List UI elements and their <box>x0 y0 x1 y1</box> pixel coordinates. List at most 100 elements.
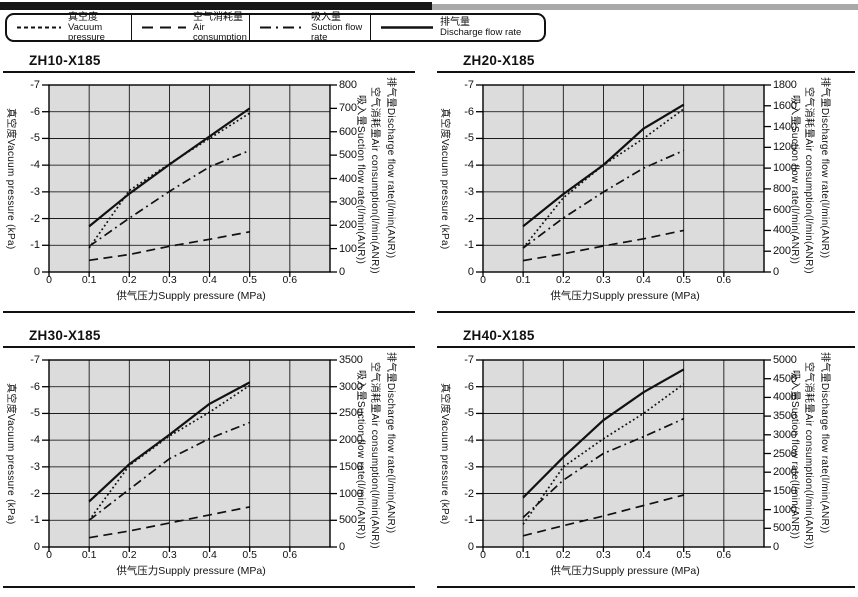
tick-label: 0.4 <box>202 274 217 286</box>
right-axis-label-text: 吸入量Suction flow rate(l/min(ANR)) <box>789 370 800 540</box>
tick-label: 500 <box>339 149 357 162</box>
vacuum-pressure-curve <box>88 384 251 521</box>
right-axis-label-text: 排气量Discharge flow rate(l/min(ANR)) <box>819 352 830 534</box>
tick-label: 0.6 <box>282 274 298 286</box>
air-consumption-line-icon <box>142 26 186 29</box>
vacuum-pressure-line-icon <box>17 26 61 29</box>
right-axis-label-air: 空气消耗量Air consumption(l/min(ANR)) <box>803 362 818 554</box>
plot-area <box>476 84 771 277</box>
plot-area <box>476 359 771 552</box>
tick-label: 1500 <box>339 460 363 473</box>
tick-label: -2 <box>464 212 474 225</box>
x-axis-ticks: 0 0.1 0.2 0.3 0.4 0.5 0.6 <box>437 549 855 563</box>
tick-label: -1 <box>30 514 40 527</box>
right-axis-label-text: 空气消耗量Air consumption(l/min(ANR)) <box>369 362 380 549</box>
suction-flow-rate-curve <box>522 149 685 249</box>
tick-label: -1 <box>464 239 474 252</box>
tick-label: 0.1 <box>81 549 97 561</box>
tick-label: 0.2 <box>121 549 137 561</box>
right-axis-label-suction: 吸入量Suction flow rate(l/min(ANR)) <box>355 95 370 269</box>
chart-title: ZH10-X185 <box>29 53 101 68</box>
tick-label: 200 <box>339 219 357 232</box>
tick-label: 800 <box>339 79 357 91</box>
tick-label: 0.1 <box>515 274 531 286</box>
chart-title: ZH20-X185 <box>463 53 535 68</box>
tick-label: -6 <box>30 380 40 393</box>
tick-label: 0.4 <box>636 274 651 286</box>
left-axis-ticks: -7 -6 -5 -4 -3 -2 -1 0 <box>11 79 40 278</box>
tick-label: -1 <box>30 239 40 252</box>
discharge-flow-rate-curve <box>88 381 251 503</box>
tick-label: 0.2 <box>121 274 137 286</box>
discharge-flow-rate-curve <box>522 368 685 499</box>
tick-label: -4 <box>464 433 474 446</box>
plot-area <box>42 84 337 277</box>
right-axis-label-discharge: 排气量Discharge flow rate(l/min(ANR)) <box>385 352 400 538</box>
left-axis-ticks: -7 -6 -5 -4 -3 -2 -1 0 <box>445 354 474 553</box>
legend-label-en: Discharge flow rate <box>440 26 522 38</box>
x-axis-label: 供气压力Supply pressure (MPa) <box>550 290 700 302</box>
tick-label: -3 <box>30 185 40 198</box>
plot-svg <box>476 84 771 277</box>
vacuum-pressure-curve <box>522 108 685 249</box>
tick-label: -2 <box>30 487 40 500</box>
chart-title: ZH30-X185 <box>29 328 101 343</box>
vacuum-pressure-curve <box>522 383 685 525</box>
discharge-flow-rate-line-icon <box>381 26 433 29</box>
legend-label-en: Suction flow rate <box>311 21 363 43</box>
legend-label-zh: 吸入量 <box>311 11 341 23</box>
tick-label: 5000 <box>773 354 797 366</box>
tick-label: -5 <box>30 132 40 145</box>
right-axis-label-text: 吸入量Suction flow rate(l/min(ANR)) <box>355 370 366 540</box>
right-axis-label-discharge: 排气量Discharge flow rate(l/min(ANR)) <box>385 77 400 263</box>
tick-label: 0 <box>339 541 345 553</box>
legend-label-zh: 空气消耗量 <box>193 11 243 23</box>
plot-svg <box>42 359 337 552</box>
right-axis-label-text: 排气量Discharge flow rate(l/min(ANR)) <box>385 77 396 259</box>
tick-label: 0 <box>46 549 52 561</box>
tick-label: -7 <box>30 353 40 366</box>
suction-flow-rate-curve <box>88 421 251 521</box>
right-axis-label-air: 空气消耗量Air consumption(l/min(ANR)) <box>803 87 818 279</box>
tick-label: 0 <box>773 541 779 553</box>
left-axis-label-text: 真空度Vacuum pressure (kPa) <box>5 382 16 525</box>
tick-label: 0.5 <box>242 274 258 286</box>
right-axis-label-text: 吸入量Suction flow rate(l/min(ANR)) <box>789 95 800 265</box>
left-axis-label: 真空度Vacuum pressure (kPa) <box>5 360 20 547</box>
tick-label: 0 <box>773 266 779 278</box>
tick-label: 2000 <box>773 466 797 479</box>
tick-label: 200 <box>773 245 791 258</box>
tick-label: -7 <box>464 78 474 91</box>
tick-label: 1400 <box>773 120 797 133</box>
tick-label: 0 <box>467 265 474 278</box>
tick-label: 4500 <box>773 372 797 385</box>
x-axis-ticks: 0 0.1 0.2 0.3 0.4 0.5 0.6 <box>3 274 415 288</box>
tick-label: 0 <box>339 266 345 278</box>
tick-label: 1600 <box>773 99 797 112</box>
tick-label: 0 <box>33 540 40 553</box>
legend-label: 排气量 Discharge flow rate <box>440 17 521 38</box>
tick-label: -5 <box>30 407 40 420</box>
right-axis-label-suction: 吸入量Suction flow rate(l/min(ANR)) <box>355 370 370 544</box>
tick-label: -5 <box>464 407 474 420</box>
top-black-bar <box>0 2 432 10</box>
legend-label-zh: 排气量 <box>440 16 470 28</box>
title-underline <box>3 71 415 73</box>
tick-label: 600 <box>339 125 357 138</box>
tick-label: 0.2 <box>555 274 571 286</box>
tick-label: 2500 <box>339 407 363 420</box>
legend-label-en: Vacuum pressure <box>68 21 105 43</box>
left-axis-label: 真空度Vacuum pressure (kPa) <box>439 360 454 547</box>
right-axis-label-air: 空气消耗量Air consumption(l/min(ANR)) <box>369 362 384 554</box>
tick-label: 3000 <box>773 428 797 441</box>
left-axis-label-text: 真空度Vacuum pressure (kPa) <box>5 107 16 250</box>
left-axis-label: 真空度Vacuum pressure (kPa) <box>5 85 20 272</box>
air-consumption-curve <box>88 506 250 539</box>
tick-label: 1200 <box>773 141 797 154</box>
tick-label: 0.3 <box>596 274 611 286</box>
legend-label: 真空度 Vacuum pressure <box>68 12 125 44</box>
tick-label: 3500 <box>773 410 797 423</box>
tick-label: 100 <box>339 242 357 255</box>
plot-svg <box>42 84 337 277</box>
tick-label: -7 <box>30 78 40 91</box>
